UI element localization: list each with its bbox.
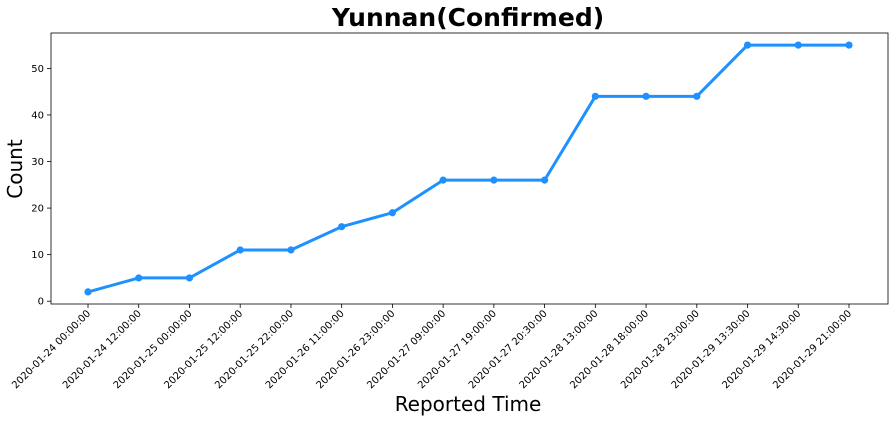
y-tick-label: 0 (38, 297, 44, 308)
data-point (236, 246, 244, 254)
data-point (541, 176, 549, 184)
data-point (743, 41, 752, 49)
data-point (845, 41, 853, 49)
plot-area (50, 32, 889, 305)
data-point (135, 274, 143, 282)
data-point (490, 176, 498, 184)
y-axis-label: Count (3, 139, 27, 199)
y-tick-label: 20 (31, 204, 44, 215)
data-point (642, 92, 650, 100)
y-axis: 0 10 20 30 40 50 (31, 64, 51, 308)
data-point (185, 274, 194, 282)
data-point (338, 223, 346, 231)
y-tick-label: 10 (31, 250, 44, 261)
data-point (287, 246, 295, 254)
data-point (693, 92, 701, 100)
x-axis-label: Reported Time (395, 392, 542, 416)
y-tick-label: 50 (31, 64, 44, 75)
data-point (794, 41, 802, 49)
chart-title: Yunnan(Confirmed) (331, 3, 604, 32)
y-tick-label: 40 (31, 110, 44, 121)
data-point (439, 176, 447, 184)
series-line (87, 43, 849, 294)
data-point (388, 209, 396, 217)
series-line-group (84, 41, 853, 296)
data-point (84, 288, 92, 296)
data-point (591, 92, 599, 100)
y-tick-label: 30 (31, 157, 44, 168)
